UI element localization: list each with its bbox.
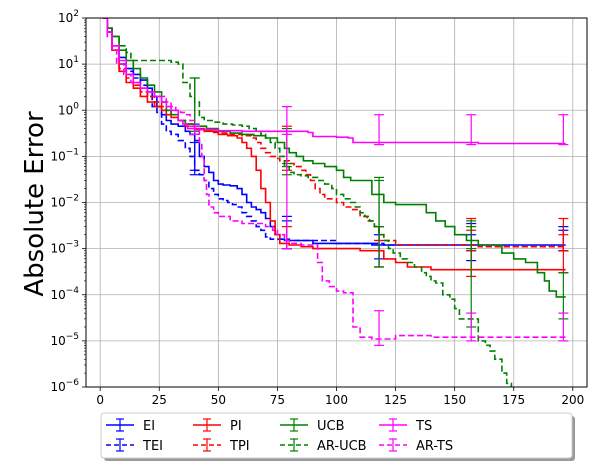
- errorbar-ts: [374, 114, 385, 146]
- legend: EI TEI PI TPI UCB AR-UCB TS AR-TS: [100, 412, 575, 461]
- series-line-tpi: [102, 18, 566, 248]
- y-axis: 10−6 10−5 10−4 10−3 10−2 10−1 100 101 102: [50, 9, 86, 394]
- series-ei: [102, 18, 569, 268]
- legend-item-ts: TS: [379, 418, 432, 434]
- errorbar-ucb: [558, 272, 569, 320]
- legend-item-ar-ucb: AR-UCB: [280, 438, 367, 454]
- series-layer: [102, 18, 569, 387]
- legend-item-tpi: TPI: [193, 438, 250, 454]
- y-tick-label: 102: [58, 9, 79, 25]
- errorbar-ar-ts: [281, 130, 292, 250]
- errorbar-tpi: [558, 234, 569, 252]
- y-tick-label: 101: [58, 55, 79, 71]
- y-tick-label: 10−6: [50, 378, 79, 394]
- errorbar-ts: [466, 114, 477, 146]
- legend-item-ei: EI: [106, 418, 155, 434]
- legend-label: TPI: [229, 439, 250, 454]
- x-tick-label: 200: [561, 393, 584, 407]
- y-tick-label: 10−2: [50, 194, 79, 210]
- y-tick-label: 10−5: [50, 332, 79, 348]
- series-line-tei: [102, 18, 566, 248]
- x-tick-label: 175: [502, 393, 525, 407]
- legend-item-ucb: UCB: [280, 418, 345, 434]
- y-tick-label: 10−3: [50, 240, 79, 256]
- legend-label: EI: [143, 419, 155, 434]
- series-line-ucb: [102, 18, 566, 298]
- x-tick-label: 125: [384, 393, 407, 407]
- legend-label: UCB: [317, 419, 345, 434]
- series-tpi: [102, 18, 569, 252]
- errorbar-tei: [189, 141, 200, 176]
- legend-item-pi: PI: [193, 418, 242, 434]
- y-tick-label: 10−1: [50, 147, 79, 163]
- errorbar-ar-ucb: [374, 179, 385, 268]
- x-tick-label: 0: [96, 393, 104, 407]
- x-tick-label: 150: [443, 393, 466, 407]
- series-tei: [102, 18, 569, 260]
- legend-item-ar-ts: AR-TS: [379, 438, 453, 454]
- series-ucb: [102, 18, 569, 320]
- errorbar-ar-ts: [189, 125, 200, 135]
- legend-label: AR-UCB: [317, 439, 367, 454]
- errorbar-ts: [281, 105, 292, 135]
- legend-item-tei: TEI: [106, 438, 163, 454]
- errorbar-ar-ts: [466, 312, 477, 342]
- series-line-ei: [102, 18, 566, 246]
- legend-label: AR-TS: [416, 439, 453, 454]
- legend-label: PI: [230, 419, 242, 434]
- errorbar-ar-ts: [374, 310, 385, 346]
- y-axis-label: Absolute Error: [20, 111, 50, 297]
- x-tick-label: 25: [152, 393, 167, 407]
- series-line-ar-ts: [102, 18, 566, 340]
- x-tick-label: 100: [325, 393, 348, 407]
- series-line-ar-ucb: [102, 18, 513, 387]
- legend-label: TEI: [142, 439, 163, 454]
- series-ts: [102, 18, 569, 146]
- errorbar-ts: [558, 114, 569, 146]
- errorbar-ar-ucb: [466, 220, 477, 328]
- errorbar-ar-ts: [558, 312, 569, 342]
- x-axis: 0 25 50 75 100 125 150 175 200: [96, 387, 584, 407]
- y-tick-label: 100: [58, 101, 79, 117]
- series-ar-ts: [102, 18, 569, 346]
- x-tick-label: 75: [270, 393, 285, 407]
- legend-label: TS: [415, 419, 432, 434]
- series-pi: [102, 18, 569, 277]
- x-tick-label: 50: [211, 393, 226, 407]
- y-tick-label: 10−4: [50, 286, 79, 302]
